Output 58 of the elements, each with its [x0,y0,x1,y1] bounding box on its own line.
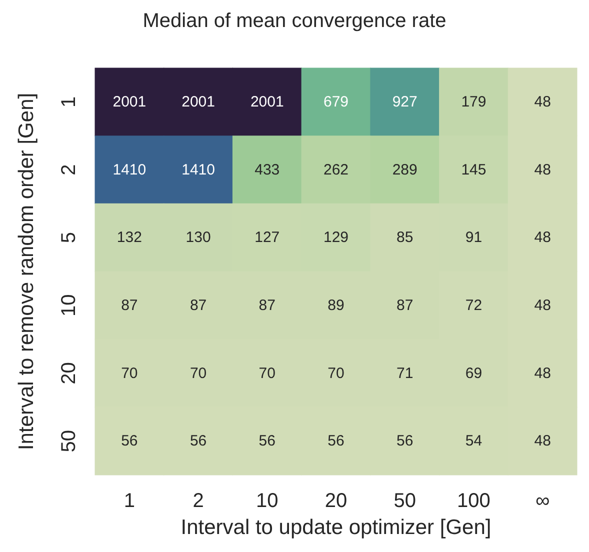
data-label: 89 [328,296,344,314]
data-label: 927 [392,93,418,110]
x-tick-label: 50 [394,490,416,512]
data-label: 179 [461,93,486,110]
data-label: 54 [465,432,482,450]
data-label: 56 [396,432,414,450]
y-tick-label: 2 [58,164,80,176]
data-label: 145 [461,161,486,178]
data-label: 70 [328,364,344,382]
data-label: 2001 [250,93,284,110]
data-label: 70 [190,364,207,382]
data-label: 56 [190,432,207,450]
data-label: 56 [121,432,138,450]
data-label: 48 [534,229,551,246]
data-label: 48 [534,432,551,450]
x-tick-label: 20 [324,490,348,512]
data-label: 56 [328,432,344,450]
data-label: 72 [465,296,482,314]
y-tick-label: 5 [58,232,80,244]
data-label: 130 [186,229,211,246]
data-label: 289 [392,161,418,178]
data-label: 70 [121,364,138,382]
data-label: 87 [396,296,414,314]
data-label: 1410 [112,161,146,178]
data-label: 127 [254,229,280,246]
data-label: 1410 [182,161,215,178]
data-label: 48 [534,364,551,382]
y-tick-label: 10 [58,294,80,317]
data-label: 87 [121,296,138,314]
data-label: 48 [534,296,551,314]
data-label: 2001 [112,93,146,110]
data-label: 262 [323,161,349,178]
x-tick-label: 2 [192,490,204,512]
y-tick-label: 20 [58,362,80,384]
data-label: 85 [396,229,414,246]
data-label: 71 [396,364,414,382]
data-label: 2001 [182,93,215,110]
data-label: 56 [258,432,276,450]
data-label: 48 [534,161,551,178]
data-label: 91 [465,229,482,246]
y-tick-label: 1 [58,96,80,108]
data-label: 69 [465,364,482,382]
data-label: 679 [323,93,349,110]
data-label: 48 [534,93,551,110]
y-axis-title: Interval to remove random order [Gen] [15,92,38,450]
data-label: 87 [190,296,207,314]
data-label: 70 [258,364,276,382]
x-tick-label: 1 [124,490,135,512]
x-tick-label: ∞ [535,490,550,512]
data-label: 129 [323,229,349,246]
chart-title: Median of mean convergence rate [142,10,446,32]
x-tick-label: 100 [457,490,490,512]
y-tick-label: 50 [58,430,80,452]
data-label: 132 [116,229,142,246]
data-label: 433 [254,161,280,178]
data-label: 87 [258,296,276,314]
x-axis-title: Interval to update optimizer [Gen] [180,516,492,539]
x-tick-label: 10 [256,490,278,512]
